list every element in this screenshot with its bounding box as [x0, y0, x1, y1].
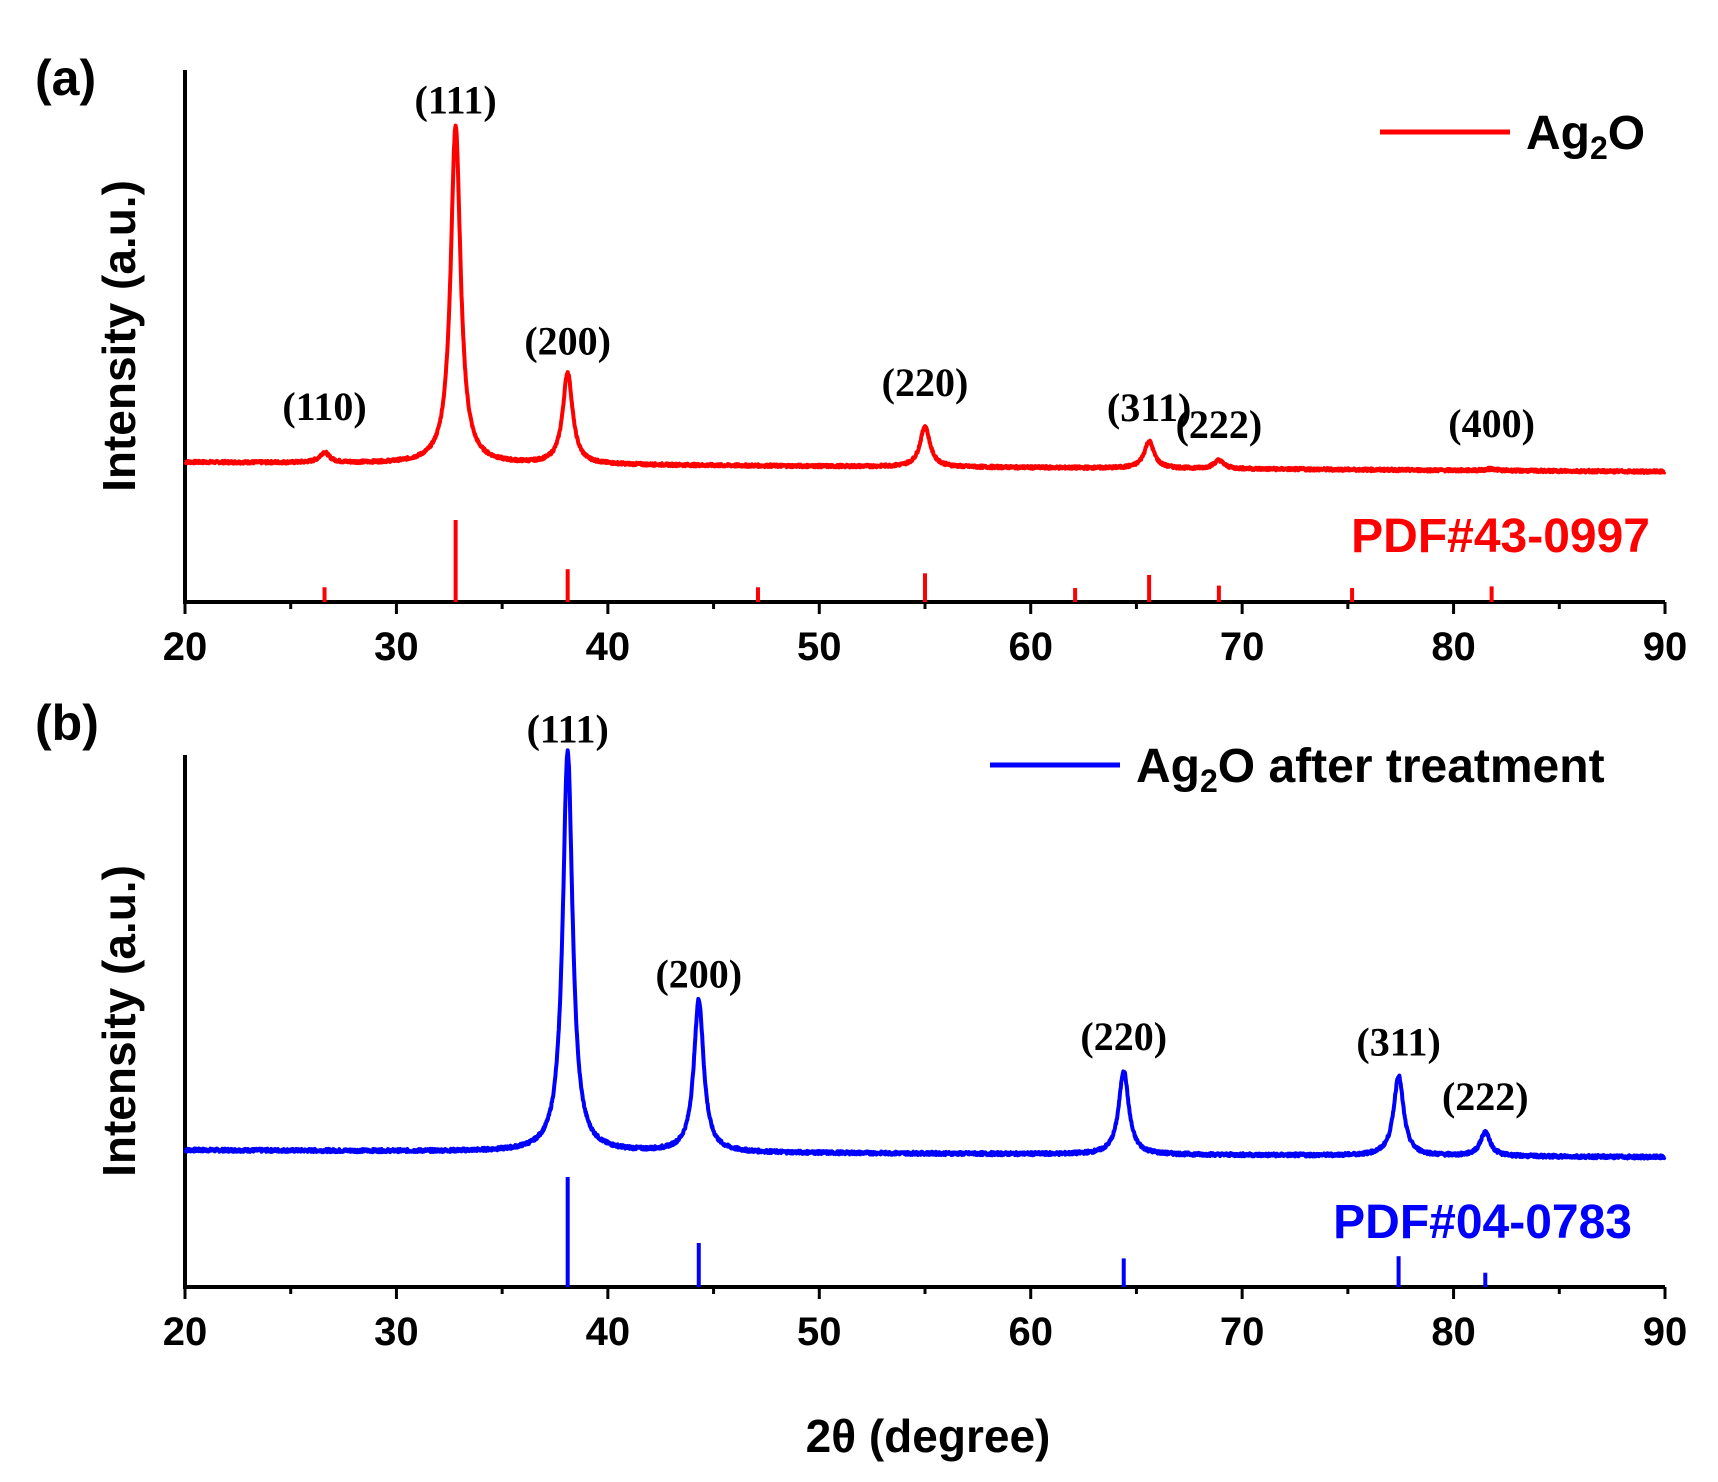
x-tick-label: 50	[797, 625, 842, 669]
peak-label: (220)	[1080, 1014, 1167, 1059]
panel-b: (b) Intensity (a.u.) 20 30 40 50 60 70 80 90 PDF#0…	[35, 695, 1687, 1354]
x-tick-label: 80	[1431, 625, 1476, 669]
peak-label: (222)	[1442, 1074, 1529, 1119]
peak-label: (311)	[1356, 1019, 1440, 1064]
x-tick-label: 30	[374, 625, 419, 669]
y-axis-label: Intensity (a.u.)	[93, 180, 145, 492]
peak-label: (110)	[282, 384, 366, 429]
x-tick-label: 60	[1008, 625, 1053, 669]
panel-a: (a) Intensity (a.u.) 20 30 40 50 60 70 80 90 PDF#4…	[35, 50, 1687, 669]
panel-label: (b)	[35, 695, 99, 751]
legend-label: Ag2O after treatment	[1136, 740, 1605, 799]
y-axis-label: Intensity (a.u.)	[93, 865, 145, 1177]
shared-x-axis-label: 2θ (degree)	[806, 1410, 1051, 1462]
peak-label: (311)	[1107, 385, 1191, 430]
x-tick-label: 30	[374, 1310, 419, 1354]
x-tick-label: 60	[1008, 1310, 1053, 1354]
peak-label: (222)	[1176, 402, 1263, 447]
x-tick-label: 90	[1643, 1310, 1688, 1354]
x-tick-label: 50	[797, 1310, 842, 1354]
x-tick-label: 80	[1431, 1310, 1476, 1354]
panel-label: (a)	[35, 50, 96, 106]
diffraction-series-line	[183, 748, 1667, 1161]
x-tick-label: 20	[163, 625, 208, 669]
x-tick-label: 90	[1643, 625, 1688, 669]
peak-label: (200)	[655, 951, 742, 996]
peak-label: (111)	[527, 707, 609, 752]
peak-label: (400)	[1448, 401, 1535, 446]
peak-label: (220)	[882, 360, 969, 405]
reference-label: PDF#43-0997	[1351, 510, 1650, 563]
x-tick-label: 70	[1220, 625, 1265, 669]
reference-label: PDF#04-0783	[1333, 1196, 1632, 1249]
diffraction-series-line	[183, 123, 1667, 475]
x-tick-label: 20	[163, 1310, 208, 1354]
x-tick-label: 70	[1220, 1310, 1265, 1354]
peak-label: (111)	[415, 77, 497, 122]
x-tick-label: 40	[586, 1310, 631, 1354]
x-tick-label: 40	[586, 625, 631, 669]
legend-label: Ag2O	[1526, 107, 1645, 166]
peak-label: (200)	[524, 318, 611, 363]
